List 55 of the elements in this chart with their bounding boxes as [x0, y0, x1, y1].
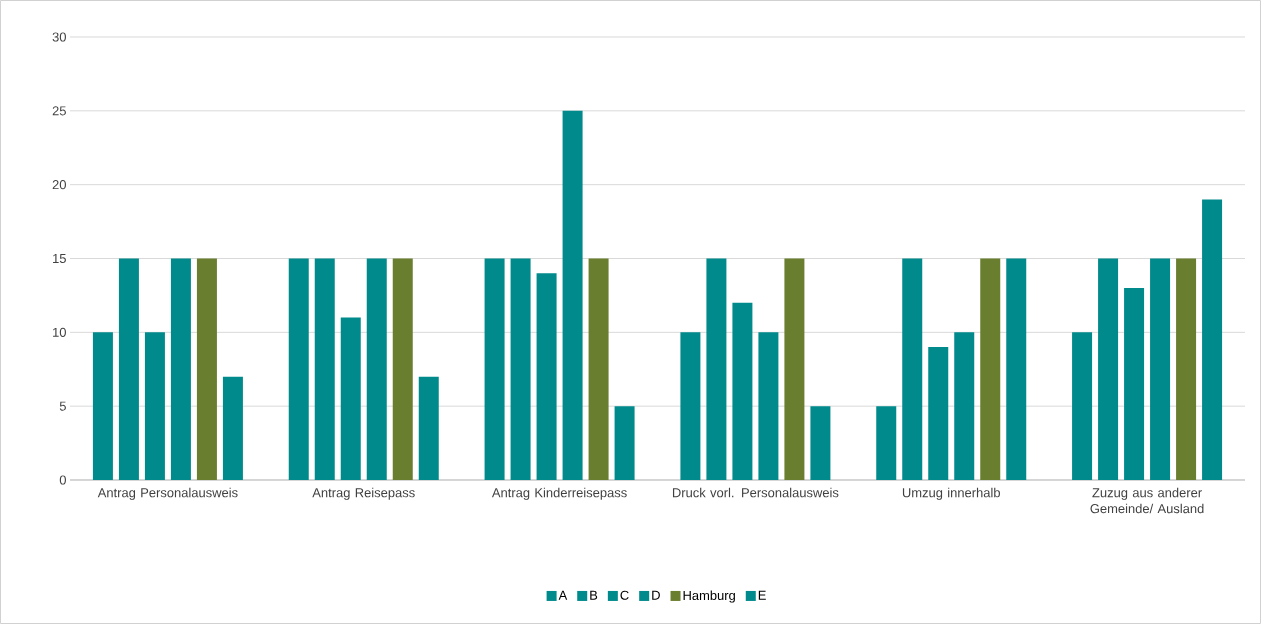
bar: [484, 258, 505, 480]
legend-label: E: [758, 590, 766, 600]
bar: [1150, 258, 1171, 480]
bar: [366, 258, 387, 480]
x-tick-label: Umzug innerhalb: [902, 487, 1000, 500]
bar: [340, 317, 361, 480]
legend-label: A: [558, 590, 568, 600]
bar: [536, 273, 557, 480]
bar: [928, 347, 949, 480]
x-tick-label: Antrag Kinderreisepass: [491, 487, 627, 500]
x-tick-label: Antrag Reisepass: [312, 487, 415, 500]
bar: [1202, 199, 1223, 480]
bar: [588, 258, 609, 480]
bar: [1072, 332, 1093, 480]
bar: [144, 332, 165, 480]
y-tick-label: 25: [52, 106, 66, 116]
bar: [784, 258, 805, 480]
bar: [314, 258, 335, 480]
bar: [902, 258, 923, 480]
bar: [196, 258, 217, 480]
bar: [392, 258, 413, 480]
bar: [732, 302, 753, 480]
bar: [876, 406, 897, 480]
bar: [510, 258, 531, 480]
y-tick-label: 20: [52, 180, 66, 190]
y-tick-label: 15: [53, 253, 66, 264]
bar: [810, 406, 831, 480]
bar: [118, 258, 139, 480]
legend-label: C: [620, 590, 629, 600]
y-tick-label: 5: [59, 401, 66, 411]
bar: [562, 110, 583, 480]
bar: [222, 376, 243, 480]
bar: [680, 332, 701, 480]
legend-label: B: [590, 590, 598, 600]
x-tick-label: Druck vorl. Personalausweis: [672, 487, 839, 498]
y-tick-label: 30: [52, 32, 66, 42]
bar: [92, 332, 113, 480]
bar: [758, 332, 779, 480]
x-tick-label: Antrag Personalausweis: [97, 487, 238, 500]
bar: [170, 258, 191, 480]
bar: [288, 258, 309, 480]
bar: [954, 332, 975, 480]
y-tick-label: 0: [59, 475, 66, 485]
legend-label: Hamburg: [683, 590, 735, 603]
bar: [706, 258, 727, 480]
legend-label: D: [652, 590, 660, 600]
x-tick-label: Zuzug aus anderer Gemeinde/ Ausland: [1090, 487, 1204, 514]
bar: [1124, 288, 1145, 480]
bar: [1176, 258, 1197, 480]
bar: [1006, 258, 1027, 480]
bar: [1098, 258, 1119, 480]
bar: [614, 406, 635, 480]
bar: [418, 376, 439, 480]
y-tick-label: 10: [53, 327, 66, 337]
bar: [980, 258, 1001, 480]
